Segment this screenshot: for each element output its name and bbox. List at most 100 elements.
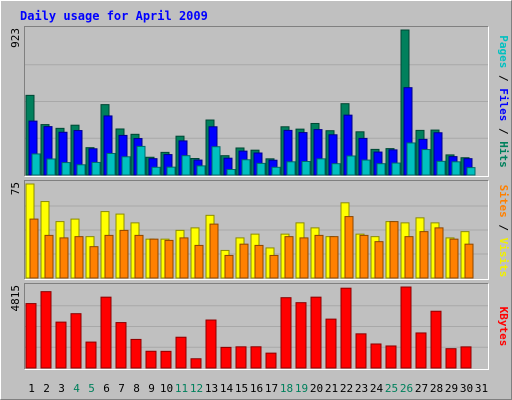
bar-kbytes-kbytes-day-24 [370, 343, 382, 369]
bar-visits-sites-day-29 [449, 238, 459, 279]
bar-kbytes-kbytes-day-12 [190, 358, 202, 369]
bar-kbytes-kbytes-day-21 [325, 318, 337, 369]
panel-kbytes-frame-light [24, 283, 489, 370]
legend-entry-hits-4: Hits [497, 141, 510, 168]
bar-kbytes-kbytes-day-11 [175, 336, 187, 369]
bar-hits-pages-day-13 [211, 146, 221, 176]
chart-title: Daily usage for April 2009 [20, 9, 208, 23]
bar-hits-pages-day-7 [121, 156, 131, 176]
x-tick-label-day-19: 19 [295, 382, 308, 395]
bar-visits-sites-day-27 [419, 231, 429, 279]
bar-kbytes-kbytes-day-26 [400, 286, 412, 369]
bar-visits-sites-day-11 [179, 237, 189, 279]
panel-kbytes-ymax-label: 4815 [9, 285, 22, 312]
bar-kbytes-kbytes-day-9 [145, 350, 157, 369]
bar-hits-pages-day-21 [331, 163, 341, 176]
panel-hits-legend: Pages / Files / Hits [497, 35, 510, 168]
x-tick-label-day-23: 23 [355, 382, 368, 395]
legend-entry-kbytes-0: KBytes [497, 307, 510, 347]
bar-hits-pages-day-26 [406, 142, 416, 176]
bar-hits-pages-day-9 [151, 166, 161, 176]
bar-kbytes-kbytes-day-3 [55, 321, 67, 369]
bar-hits-pages-day-10 [166, 166, 176, 176]
x-tick-label-day-16: 16 [250, 382, 263, 395]
bar-visits-sites-day-3 [59, 237, 69, 279]
bar-kbytes-kbytes-day-5 [85, 341, 97, 369]
x-tick-label-day-13: 13 [205, 382, 218, 395]
bar-visits-sites-day-7 [119, 229, 129, 279]
bar-visits-sites-day-16 [254, 244, 264, 279]
bar-hits-pages-day-28 [436, 160, 446, 176]
bar-kbytes-kbytes-day-7 [115, 322, 127, 369]
x-tick-label-day-4: 4 [73, 382, 80, 395]
bar-hits-pages-day-11 [181, 155, 191, 176]
x-tick-label-day-6: 6 [103, 382, 110, 395]
bar-hits-pages-day-19 [301, 160, 311, 176]
bar-kbytes-kbytes-day-16 [250, 346, 262, 369]
bar-visits-sites-day-10 [164, 239, 174, 279]
bar-hits-pages-day-14 [226, 169, 236, 176]
bar-hits-pages-day-24 [376, 163, 386, 176]
legend-entry-hits-1: / [497, 68, 510, 88]
bar-visits-sites-day-6 [104, 234, 114, 279]
panel-visits-legend: Sites / Visits [497, 185, 510, 278]
x-tick-label-day-1: 1 [28, 382, 35, 395]
bar-hits-pages-day-3 [61, 162, 71, 176]
x-tick-label-day-29: 29 [445, 382, 458, 395]
bar-visits-sites-day-18 [284, 236, 294, 279]
bar-visits-sites-day-5 [89, 246, 99, 279]
bar-visits-sites-day-15 [239, 243, 249, 279]
bar-hits-pages-day-17 [271, 166, 281, 176]
legend-entry-hits-0: Pages [497, 35, 510, 68]
bar-hits-pages-day-20 [316, 158, 326, 176]
bar-kbytes-kbytes-day-19 [295, 302, 307, 369]
bar-kbytes-kbytes-day-20 [310, 296, 322, 369]
bar-hits-pages-day-4 [76, 164, 86, 176]
bar-kbytes-kbytes-day-25 [385, 345, 397, 369]
panel-hits-ymax-label: 923 [9, 28, 22, 48]
bar-hits-pages-day-1 [31, 153, 41, 176]
legend-entry-hits-3: / [497, 121, 510, 141]
bar-hits-pages-day-2 [46, 158, 56, 176]
bar-kbytes-kbytes-day-17 [265, 352, 277, 369]
bar-hits-pages-day-5 [91, 161, 101, 176]
x-tick-label-day-28: 28 [430, 382, 443, 395]
panel-kbytes-frame-shadow [24, 283, 489, 370]
bar-visits-sites-day-22 [344, 216, 354, 279]
chart-panels: 923 Pages / Files / Hits 75 Sites / Visits 4… [9, 26, 510, 370]
bar-kbytes-kbytes-day-22 [340, 287, 352, 369]
x-tick-label-day-15: 15 [235, 382, 248, 395]
x-tick-label-day-8: 8 [133, 382, 140, 395]
x-tick-label-day-24: 24 [370, 382, 384, 395]
bar-visits-sites-day-8 [134, 234, 144, 279]
bar-hits-pages-day-25 [391, 162, 401, 176]
legend-entry-visits-2: Visits [497, 238, 510, 278]
legend-entry-hits-2: Files [497, 88, 510, 121]
bar-kbytes-kbytes-day-1 [25, 303, 37, 369]
x-tick-label-day-18: 18 [280, 382, 293, 395]
bar-kbytes-kbytes-day-23 [355, 333, 367, 369]
panel-kbytes: 4815 KBytes [9, 283, 510, 370]
bar-visits-sites-day-2 [44, 234, 54, 279]
bar-hits-pages-day-15 [241, 159, 251, 176]
bar-visits-sites-day-21 [329, 236, 339, 279]
bar-hits-pages-day-29 [451, 161, 461, 176]
bar-visits-sites-day-13 [209, 223, 219, 279]
bar-kbytes-kbytes-day-13 [205, 319, 217, 369]
bar-visits-sites-day-28 [434, 227, 444, 279]
bar-visits-sites-day-24 [374, 241, 384, 279]
bar-kbytes-kbytes-day-6 [100, 296, 112, 369]
bar-hits-pages-day-6 [106, 152, 116, 176]
x-tick-label-day-11: 11 [175, 382, 188, 395]
bar-kbytes-kbytes-day-14 [220, 346, 232, 369]
panel-visits-ymax-label: 75 [9, 182, 22, 195]
x-tick-label-day-3: 3 [58, 382, 65, 395]
x-tick-label-day-21: 21 [325, 382, 338, 395]
bar-hits-pages-day-23 [361, 159, 371, 176]
x-tick-label-day-27: 27 [415, 382, 428, 395]
panel-visits-frame-light [24, 180, 489, 280]
bar-kbytes-kbytes-day-2 [40, 291, 52, 369]
x-tick-label-day-7: 7 [118, 382, 125, 395]
